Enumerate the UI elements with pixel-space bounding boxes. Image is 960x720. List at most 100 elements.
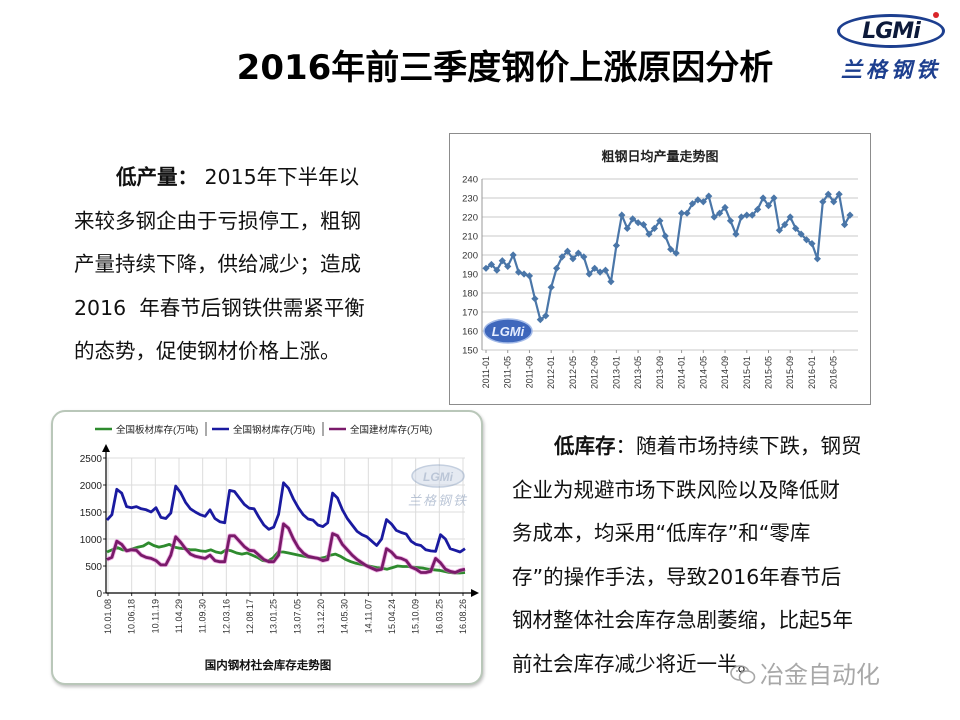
chart1-marker [835, 190, 843, 198]
low-inventory-line-2: 企业为规避市场下跌风险以及降低财 [512, 477, 840, 502]
chart2-ytick: 2000 [80, 481, 103, 492]
chart1-marker [802, 236, 811, 244]
chart2-xtick: 15.10.09 [411, 599, 421, 634]
chart1-marker [824, 190, 832, 198]
chart1-marker [612, 241, 620, 250]
chart1-ytick: 160 [462, 327, 478, 338]
chart2-ytick: 1000 [80, 535, 103, 546]
chart1-xtick: 2016-01 [807, 356, 817, 389]
low-output-line-1: 低产量： 2015年下半年以 [116, 165, 360, 189]
chart2-legend-label: 全国钢材库存(万吨) [233, 424, 315, 436]
chart2-xtick: 14.05.30 [340, 599, 350, 634]
low-output-line-2: 来较多钢企由于亏损停工，粗钢 [74, 208, 361, 233]
chart1-marker [650, 224, 659, 232]
lgmi-logo: LGMi 兰格钢铁 [833, 12, 949, 84]
chart1-ytick: 180 [462, 289, 478, 300]
chart1-xtick: 2011-05 [503, 356, 513, 388]
chart1-ytick: 240 [462, 175, 478, 186]
low-inventory-heading: 低库存 [554, 434, 616, 458]
chart2-series-line [105, 481, 466, 554]
chart1-series-line [485, 191, 851, 322]
chart1-marker [808, 240, 816, 248]
chart1-marker [726, 217, 735, 225]
chart2-xtick: 10.11.19 [150, 599, 160, 633]
chart1-xtick: 2013-09 [655, 356, 665, 389]
chart2-ytick: 1500 [80, 508, 103, 519]
chart1-marker [813, 255, 822, 263]
chart1-xtick: 2013-05 [633, 356, 643, 389]
chart1-marker [846, 211, 854, 219]
chart1-marker [732, 230, 740, 238]
steel-inventory-chart: 全国板材库存(万吨) 全国钢材库存(万吨) 全国建材库存(万吨) 10.01.08 10… [51, 410, 483, 685]
chart1-marker [553, 264, 561, 272]
chart2-lgmi-watermark-icon: LGMi 兰格钢铁 [408, 464, 468, 508]
chart1-marker [623, 224, 631, 232]
chart1-marker [797, 230, 805, 238]
y-axis-arrow-icon [102, 444, 110, 452]
chart1-marker [775, 226, 783, 234]
logo-dot-icon [933, 12, 939, 18]
chart2-xtick: 13.01.25 [269, 599, 279, 634]
logo-latin: LGMi [862, 18, 921, 44]
low-inventory-line-4: 存”的操作手法，导致2016年春节后 [512, 564, 842, 589]
chart1-xtick: 2014-05 [698, 356, 708, 389]
chart1-ytick: 230 [462, 194, 478, 205]
logo-oval-icon: LGMi [837, 14, 945, 48]
chart1-ytick: 150 [462, 346, 478, 357]
chart1-marker [770, 194, 778, 202]
chart1-marker [531, 295, 539, 303]
steel-inventory-chart-svg: 全国板材库存(万吨) 全国钢材库存(万吨) 全国建材库存(万吨) 10.01.08 10… [80, 422, 479, 672]
chart1-xtick: 2016-05 [829, 356, 839, 389]
chart1-marker [667, 245, 675, 253]
x-axis-arrow-icon [471, 589, 479, 597]
low-output-line-5: 的态势，促使钢材价格上涨。 [74, 339, 341, 363]
chart1-xtick: 2013-01 [611, 356, 621, 389]
chart1-lgmi-watermark-icon: LGMi [483, 318, 533, 344]
chart2-xtick: 14.11.07 [363, 599, 373, 633]
chart1-marker [743, 211, 751, 219]
chart2-legend-label: 全国板材库存(万吨) [116, 424, 198, 436]
chart1-marker [547, 283, 555, 291]
chart1-marker [639, 221, 648, 229]
chart1-marker [520, 270, 528, 278]
logo-chinese: 兰格钢铁 [841, 57, 941, 82]
chart1-marker [721, 203, 729, 212]
chart1-marker [840, 221, 849, 229]
chart2-xtick: 13.12.20 [316, 599, 326, 634]
svg-text:兰格钢铁: 兰格钢铁 [408, 493, 468, 508]
low-output-heading: 低产量： [116, 165, 198, 189]
chart1-xtick: 2014-01 [677, 356, 687, 389]
low-inventory-line-6: 前社会库存减少将近一半。 [512, 651, 758, 676]
chart2-ytick: 2500 [80, 454, 103, 465]
chart1-marker [781, 221, 789, 229]
chart2-series-line [106, 522, 466, 574]
chart1-xtick: 2011-09 [524, 356, 534, 388]
chart1-marker [487, 260, 496, 269]
chart2-xtick: 16.03.25 [434, 599, 444, 634]
chart2-xtick: 10.01.08 [103, 599, 113, 634]
chart1-marker [509, 251, 517, 259]
chart2-xtick: 13.07.05 [292, 599, 302, 634]
chart1-xtick: 2012-09 [590, 356, 600, 389]
chart1-ytick: 210 [462, 232, 478, 243]
chart1-marker [482, 264, 490, 272]
chart1-marker [514, 268, 523, 276]
chart1-xtick: 2015-09 [785, 356, 795, 389]
chart1-marker [688, 200, 697, 208]
low-inventory-line-5: 钢材整体社会库存急剧萎缩，比起5年 [512, 608, 854, 632]
chart1-ytick: 170 [462, 308, 478, 319]
chart1-marker [786, 213, 794, 221]
chart2-xtick: 15.04.24 [387, 599, 397, 634]
chart1-marker [710, 213, 718, 221]
chart2-ytick: 0 [96, 589, 102, 600]
chart1-marker [819, 198, 827, 206]
chart2-xtick: 11.04.29 [174, 599, 184, 633]
chart1-xtick: 2014-09 [720, 356, 730, 389]
chart1-marker [661, 232, 669, 240]
chart2-legend-label: 全国建材库存(万吨) [350, 424, 432, 436]
crude-steel-output-chart-svg: 粗钢日均产量走势图 150 160 170 180 190 200 210 220 230 240 2… [462, 149, 858, 389]
chart1-xtick: 2015-01 [742, 356, 752, 389]
wechat-watermark: 冶金自动化 [730, 655, 880, 690]
low-inventory-line-3: 务成本，均采用“低库存”和“零库 [512, 521, 811, 545]
chart2-series-line [106, 541, 466, 575]
